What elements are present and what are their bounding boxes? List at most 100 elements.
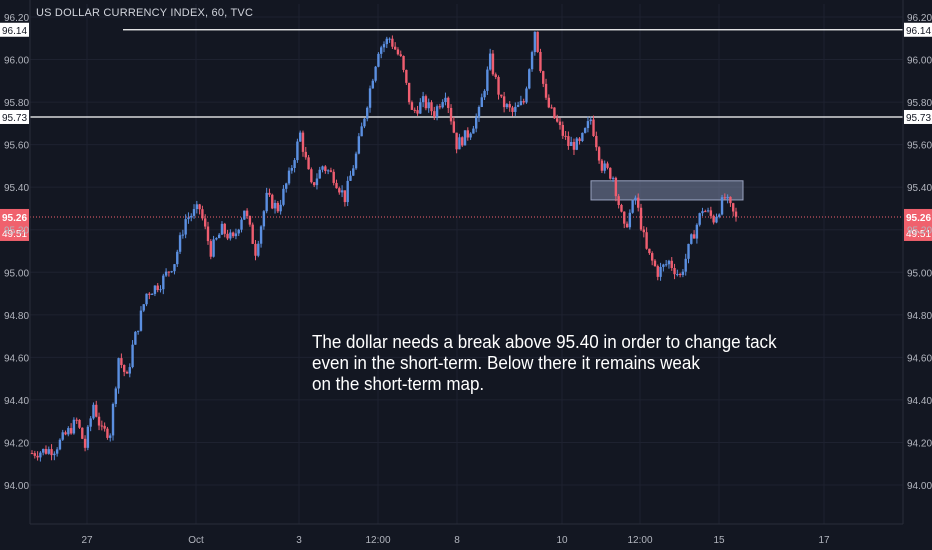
candle-body [676, 274, 679, 276]
y-tick-label-right: 94.20 [907, 438, 932, 449]
hline-price-label: 95.73 [2, 113, 27, 124]
candle-body [720, 197, 724, 215]
hline-price-box [0, 22, 29, 37]
y-tick-label-right: 96.00 [907, 56, 932, 67]
candle-body [497, 77, 500, 95]
x-tick-label: Oct [188, 535, 204, 546]
candle-body [561, 124, 564, 136]
candle-body [670, 260, 673, 269]
candle-body [377, 53, 380, 67]
candle-body [290, 168, 294, 171]
candle-body [715, 216, 718, 223]
candle-body [61, 432, 64, 440]
candle-body [237, 229, 240, 234]
candle-body [55, 449, 59, 454]
candle-body [567, 136, 570, 146]
y-tick-label-left: 94.20 [4, 438, 29, 449]
y-tick-label-left: 95.00 [4, 268, 29, 279]
candle-body [648, 248, 651, 254]
candle-body [396, 49, 400, 55]
candle-body [176, 251, 179, 265]
y-tick-label-left: 94.80 [4, 311, 29, 322]
y-tick-label-left: 96.00 [4, 56, 29, 67]
candle-body [600, 160, 604, 171]
current-price-label: 95.26 [906, 213, 931, 224]
candle-body [472, 128, 475, 134]
candle-body [542, 71, 545, 84]
candle-body [656, 266, 659, 277]
candle-body [430, 102, 433, 112]
candle-body [248, 216, 252, 225]
candle-body [382, 44, 386, 48]
candle-body [595, 135, 598, 148]
candle-body [519, 101, 523, 106]
candle-body [321, 166, 324, 170]
candle-body [433, 111, 436, 117]
countdown-label: 49:51 [906, 229, 931, 240]
candle-body [650, 253, 654, 261]
y-tick-label-right: 94.00 [907, 481, 932, 492]
candle-body [30, 453, 34, 455]
candle-body [296, 141, 299, 161]
candle-body [368, 88, 372, 108]
candle-body [83, 438, 87, 448]
candle-body [340, 190, 344, 193]
annotation-line-2: even in the short-term. Below there it r… [312, 352, 700, 373]
candle-body [614, 177, 618, 197]
candle-body [184, 219, 187, 235]
candle-body [217, 234, 221, 239]
candle-body [690, 234, 693, 244]
candle-body [578, 138, 581, 141]
candle-body [659, 266, 662, 277]
candle-body [212, 239, 215, 257]
candle-body [58, 439, 62, 450]
candle-body [324, 166, 327, 172]
candle-body [502, 96, 506, 108]
candle-body [329, 170, 333, 172]
candle-body [114, 388, 118, 404]
candle-body [262, 211, 266, 227]
candle-body [170, 271, 173, 273]
candle-body [47, 449, 50, 454]
candle-body [86, 426, 90, 448]
candle-body [187, 217, 190, 220]
candle-body [273, 202, 277, 209]
candle-body [732, 203, 735, 212]
candle-body [226, 233, 229, 239]
y-tick-label-left: 95.40 [4, 183, 29, 194]
candle-body [142, 304, 145, 311]
candle-body [569, 142, 573, 146]
horizontal-lines: 96.14 96.14 95.73 95.73 95.26 49:51 95.26 49:51 [0, 22, 932, 241]
candle-body [95, 404, 98, 417]
hline-price-label: 96.14 [906, 26, 931, 37]
candle-body [192, 209, 196, 216]
candle-body [312, 182, 316, 186]
candle-body [41, 448, 45, 453]
candle-body [606, 163, 609, 168]
candle-body [416, 110, 419, 114]
candle-body [455, 132, 458, 150]
candle-body [122, 365, 126, 372]
candle-body [67, 428, 70, 435]
candle-body [254, 243, 257, 256]
candle-body [410, 102, 414, 110]
candle-body [491, 53, 495, 75]
candle-body [92, 404, 95, 419]
candle-body [662, 264, 665, 267]
y-tick-label-right: 95.00 [907, 268, 932, 279]
candle-body [553, 107, 556, 119]
y-tick-label-right: 94.40 [907, 396, 932, 407]
candle-body [516, 105, 520, 107]
candle-body [631, 200, 634, 213]
hline-price-box [0, 109, 29, 124]
x-tick-label: 10 [556, 535, 568, 546]
candle-body [586, 121, 590, 129]
candle-body [349, 175, 352, 181]
candle-body [664, 264, 668, 266]
candle-body [511, 107, 514, 112]
candle-body [223, 223, 226, 234]
candle-body [628, 212, 632, 228]
candle-body [287, 170, 291, 184]
candle-body [332, 171, 335, 183]
candle-body [413, 109, 416, 111]
